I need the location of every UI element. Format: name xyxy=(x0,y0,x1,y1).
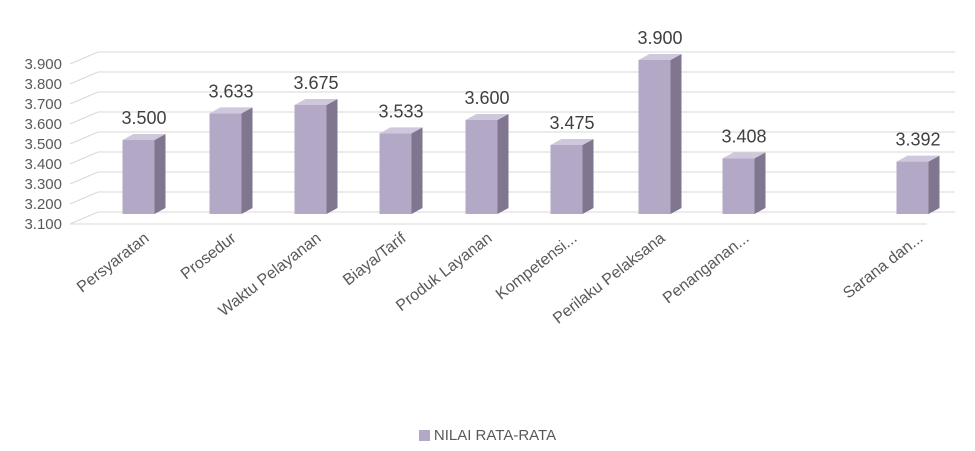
y-tick-label: 3.500 xyxy=(24,136,62,153)
bar xyxy=(722,158,755,214)
data-label: 3.408 xyxy=(721,126,766,146)
bar-side xyxy=(582,139,594,214)
bar-top xyxy=(638,54,682,60)
bar-side xyxy=(241,107,253,214)
data-label: 3.392 xyxy=(895,130,940,150)
bar-side xyxy=(928,155,940,214)
gridline-depth xyxy=(69,191,99,205)
bar xyxy=(550,145,583,214)
legend-label: NILAI RATA-RATA xyxy=(433,427,557,444)
data-label: 3.633 xyxy=(208,81,253,101)
legend: NILAI RATA-RATA xyxy=(0,427,975,444)
gridline-depth xyxy=(69,151,99,165)
y-tick-label: 3.100 xyxy=(24,216,62,233)
bar-top xyxy=(294,99,338,105)
data-label: 3.475 xyxy=(549,113,594,133)
gridline-depth xyxy=(69,71,99,85)
bar xyxy=(209,113,242,214)
category-label: Persyaratan xyxy=(74,230,152,297)
bar-top xyxy=(122,134,166,140)
legend-swatch xyxy=(418,430,430,441)
y-tick-label: 3.400 xyxy=(24,156,62,173)
gridline-depth xyxy=(69,171,99,185)
bar-top xyxy=(379,127,423,134)
data-label: 3.533 xyxy=(378,101,423,121)
category-label: Kompetensi... xyxy=(493,230,581,304)
category-label: Prosedur xyxy=(178,229,240,283)
gridline-depth xyxy=(69,51,99,65)
y-tick-label: 3.300 xyxy=(24,176,62,193)
data-label: 3.900 xyxy=(637,28,682,48)
y-tick-label: 3.200 xyxy=(24,196,62,213)
bar-side xyxy=(326,99,338,214)
bar-top xyxy=(465,114,509,120)
y-tick-label: 3.800 xyxy=(24,76,62,93)
category-label: Penanganan... xyxy=(660,230,752,307)
bar-side xyxy=(497,114,509,214)
gridline-depth xyxy=(69,211,99,225)
bar xyxy=(465,120,498,214)
y-tick-label: 3.900 xyxy=(24,56,62,73)
bar-side xyxy=(754,152,766,214)
bar-top xyxy=(550,139,594,145)
bar-side xyxy=(670,54,682,214)
bar-top xyxy=(722,152,766,159)
y-tick-label: 3.600 xyxy=(24,116,62,133)
gridline-depth xyxy=(69,91,99,105)
data-label: 3.675 xyxy=(293,73,338,93)
bar xyxy=(379,133,412,214)
bar xyxy=(294,105,327,214)
category-label: Sarana dan... xyxy=(840,230,926,303)
gridline-depth xyxy=(69,111,99,125)
bar xyxy=(122,140,155,214)
category-label: Biaya/Tarif xyxy=(340,229,410,289)
bar xyxy=(638,60,671,214)
bar-top xyxy=(209,107,253,114)
bar xyxy=(896,161,929,214)
bar-side xyxy=(411,127,423,214)
bar-top xyxy=(896,155,940,162)
data-label: 3.600 xyxy=(464,88,509,108)
gridline-depth xyxy=(69,131,99,145)
y-tick-label: 3.700 xyxy=(24,96,62,113)
bar-side xyxy=(154,134,166,214)
data-label: 3.500 xyxy=(121,108,166,128)
